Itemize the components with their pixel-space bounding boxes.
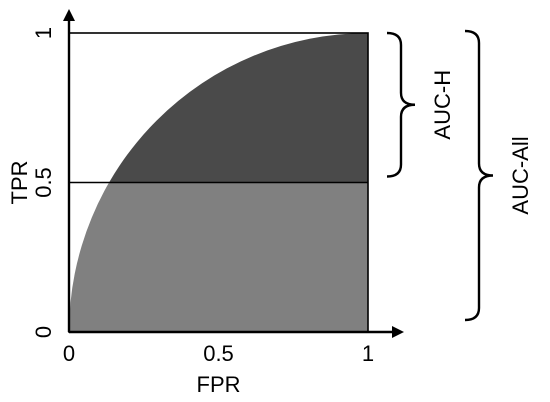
y-tick-label: 1 — [31, 27, 56, 39]
x-tick-labels: 0 0.5 1 — [63, 341, 374, 366]
x-tick-label: 0 — [63, 341, 75, 366]
y-axis-arrow-icon — [63, 9, 75, 21]
x-tick-label: 0.5 — [203, 341, 234, 366]
y-tick-label: 0.5 — [31, 167, 56, 198]
upper-auc-region — [109, 33, 368, 183]
x-tick-label: 1 — [362, 341, 374, 366]
x-axis-title: FPR — [197, 372, 241, 397]
auc-all-brace — [464, 29, 494, 322]
x-axis-arrow-icon — [392, 326, 404, 338]
y-axis-title: TPR — [7, 161, 32, 205]
auc-all-label: AUC-All — [508, 136, 533, 214]
lower-auc-region — [69, 182, 368, 332]
auc-h-brace — [386, 31, 416, 178]
y-tick-labels: 00.51 — [31, 27, 56, 338]
auc-h-label: AUC-H — [430, 70, 455, 140]
y-tick-label: 0 — [31, 326, 56, 338]
